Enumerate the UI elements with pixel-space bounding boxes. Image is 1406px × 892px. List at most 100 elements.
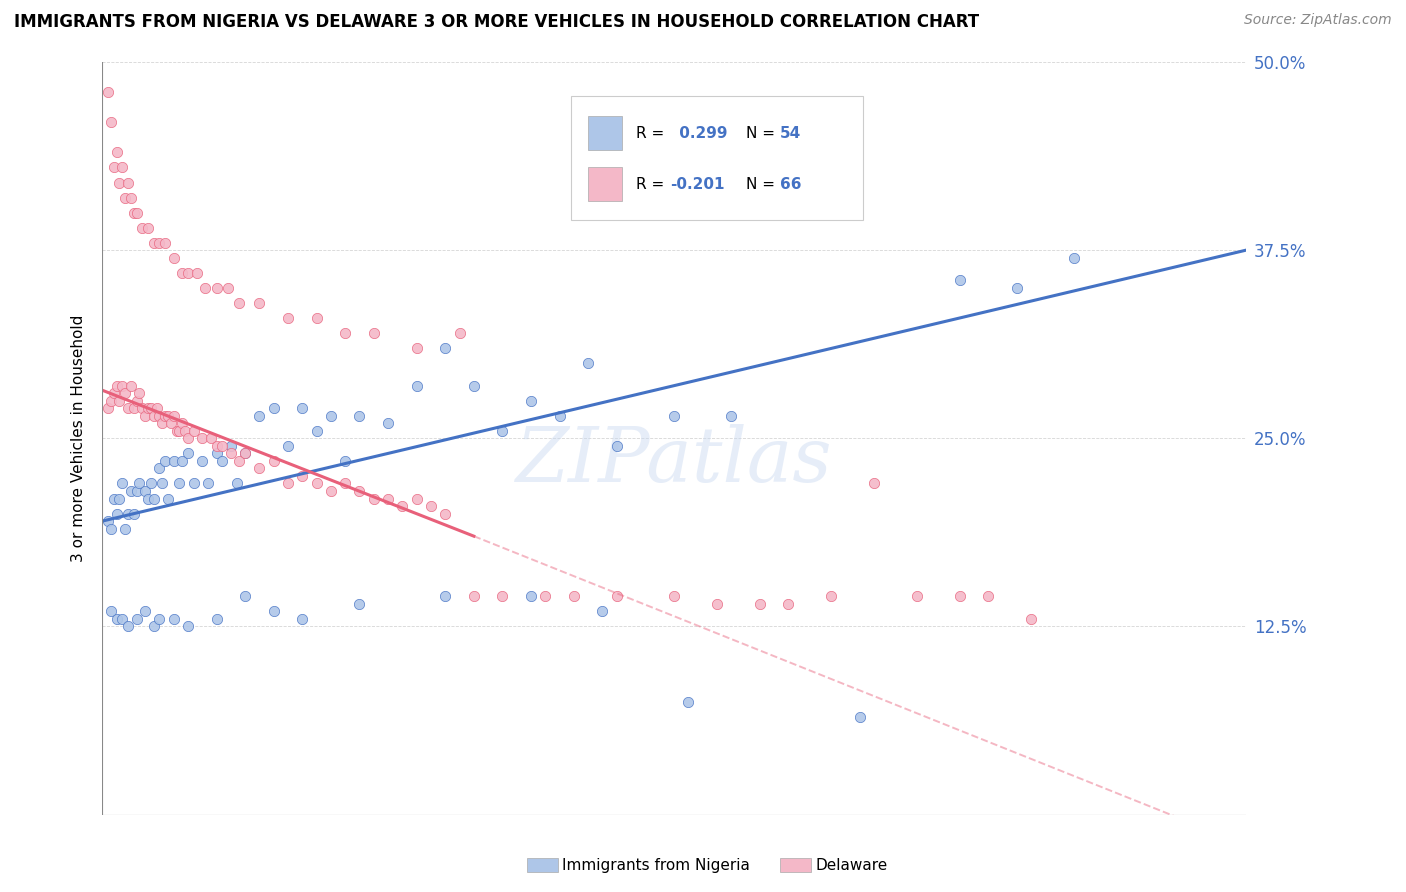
Point xyxy=(662,409,685,423)
Point xyxy=(349,409,371,423)
Point xyxy=(592,604,614,618)
Point xyxy=(136,491,159,506)
Point xyxy=(377,491,399,506)
Point xyxy=(748,597,770,611)
Point xyxy=(117,507,139,521)
Point xyxy=(405,491,427,506)
Point xyxy=(122,401,145,416)
Point xyxy=(108,176,131,190)
Point xyxy=(153,409,176,423)
Point xyxy=(233,446,256,460)
Point xyxy=(169,476,191,491)
Text: 0.299: 0.299 xyxy=(673,126,727,141)
Point xyxy=(205,281,228,295)
Point xyxy=(134,604,156,618)
FancyBboxPatch shape xyxy=(588,116,623,150)
Point xyxy=(211,454,233,468)
Point xyxy=(463,590,485,604)
Point xyxy=(153,454,176,468)
Point xyxy=(159,417,181,431)
Point xyxy=(172,454,194,468)
Point xyxy=(148,235,170,250)
Point xyxy=(105,378,128,392)
Point xyxy=(163,409,186,423)
Point xyxy=(449,326,471,340)
Point xyxy=(949,590,972,604)
Point xyxy=(291,612,314,626)
Point xyxy=(363,491,385,506)
Point xyxy=(183,424,205,438)
Point xyxy=(148,409,170,423)
Point xyxy=(125,483,148,498)
Point xyxy=(142,235,165,250)
Point xyxy=(211,439,233,453)
Point xyxy=(434,507,457,521)
Text: Delaware: Delaware xyxy=(815,858,887,872)
Point xyxy=(166,424,188,438)
Point xyxy=(263,454,285,468)
Point xyxy=(349,483,371,498)
Point xyxy=(172,417,194,431)
Point xyxy=(678,695,700,709)
Text: 54: 54 xyxy=(780,126,801,141)
Point xyxy=(191,454,214,468)
Point xyxy=(405,341,427,355)
Text: 66: 66 xyxy=(780,178,801,193)
Point xyxy=(491,590,513,604)
Point xyxy=(177,431,200,445)
Y-axis label: 3 or more Vehicles in Household: 3 or more Vehicles in Household xyxy=(72,315,86,562)
Point xyxy=(205,612,228,626)
Point xyxy=(562,590,585,604)
Point xyxy=(103,386,125,401)
Point xyxy=(249,296,271,310)
Point xyxy=(100,604,122,618)
Point xyxy=(163,612,186,626)
Point xyxy=(534,590,557,604)
Point xyxy=(100,115,122,129)
Point xyxy=(100,522,122,536)
Point xyxy=(142,491,165,506)
Point xyxy=(463,378,485,392)
Point xyxy=(114,190,136,204)
Point xyxy=(183,476,205,491)
Point xyxy=(125,393,148,408)
Point xyxy=(305,310,328,325)
Point xyxy=(820,590,842,604)
Point xyxy=(420,499,443,513)
Point xyxy=(114,386,136,401)
Point xyxy=(319,409,342,423)
Point xyxy=(277,310,299,325)
Point xyxy=(131,220,153,235)
Text: IMMIGRANTS FROM NIGERIA VS DELAWARE 3 OR MORE VEHICLES IN HOUSEHOLD CORRELATION : IMMIGRANTS FROM NIGERIA VS DELAWARE 3 OR… xyxy=(14,13,979,31)
Point xyxy=(233,446,256,460)
Point xyxy=(177,619,200,633)
Point xyxy=(97,401,120,416)
Point xyxy=(117,401,139,416)
Point xyxy=(977,590,1000,604)
Point xyxy=(169,424,191,438)
Point xyxy=(139,476,162,491)
Text: R =: R = xyxy=(636,126,665,141)
Point xyxy=(263,401,285,416)
Point xyxy=(125,205,148,219)
Point xyxy=(97,514,120,528)
Point xyxy=(103,161,125,175)
Point xyxy=(706,597,728,611)
Point xyxy=(122,507,145,521)
Point xyxy=(194,281,217,295)
Point xyxy=(219,446,242,460)
Point xyxy=(305,476,328,491)
Point xyxy=(219,439,242,453)
Point xyxy=(305,424,328,438)
Point xyxy=(720,409,742,423)
Text: N =: N = xyxy=(747,126,775,141)
Point xyxy=(606,590,628,604)
Point xyxy=(205,446,228,460)
Point xyxy=(125,612,148,626)
Point xyxy=(136,220,159,235)
Text: N =: N = xyxy=(747,178,775,193)
Point xyxy=(191,431,214,445)
Point xyxy=(145,401,167,416)
Point xyxy=(1063,251,1085,265)
Point xyxy=(291,401,314,416)
